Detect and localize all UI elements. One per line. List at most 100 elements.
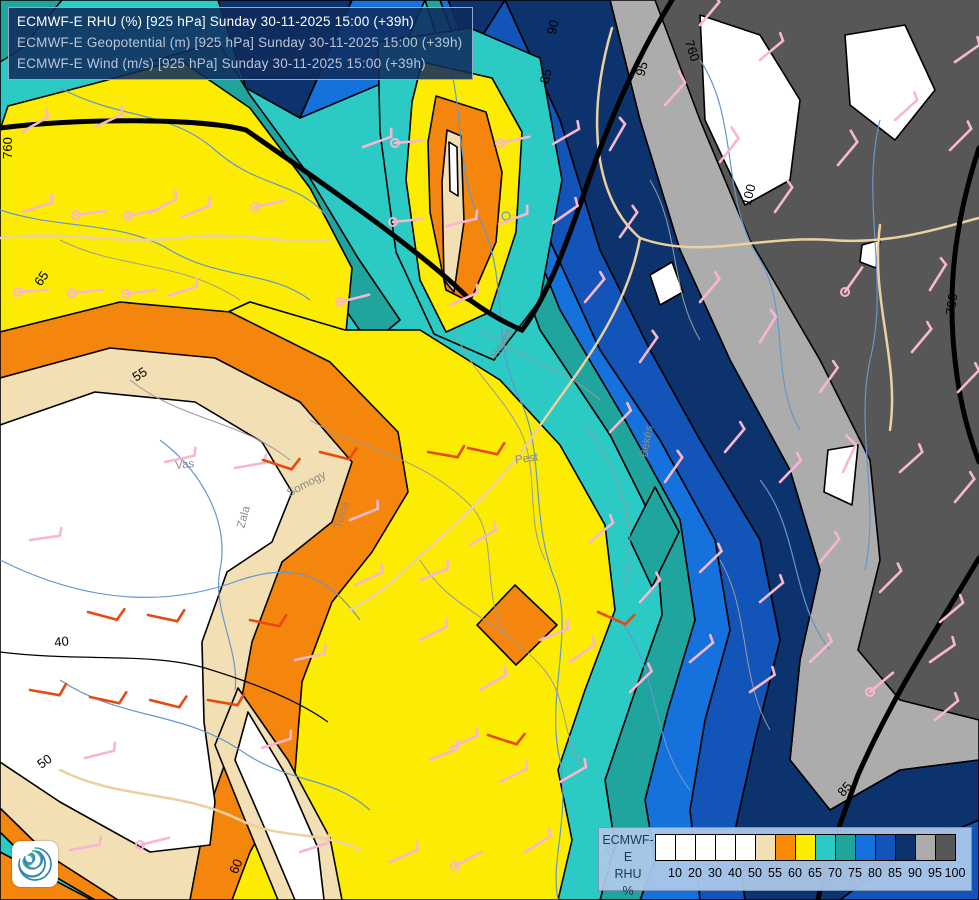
legend-tick-label: 80 (868, 866, 882, 880)
wind-barb-stem (688, 641, 715, 664)
wind-barb-calm-circle (71, 210, 81, 220)
wind-barb (361, 127, 393, 149)
wind-barb-stem (146, 613, 179, 623)
wind-barb-stem (948, 127, 973, 152)
wind-barb-tick (176, 608, 186, 623)
wind-barb-tick (290, 457, 301, 471)
rh-region-dry-lens-sliver (448, 141, 459, 197)
wind-barb-stem (773, 186, 794, 214)
wind-barb-stem (426, 450, 459, 459)
wind-barb-tick (624, 613, 636, 626)
wind-barb-stem (663, 456, 684, 484)
wind-barb-tick (444, 617, 449, 629)
wind-barb-tick (174, 189, 178, 201)
wind-barb (318, 447, 358, 461)
rh-region-over100-hole-2 (844, 24, 936, 141)
region-label-Pest: Pest (514, 451, 539, 466)
legend-tick-label: 95 (928, 866, 942, 880)
wind-barb-stem (836, 140, 859, 167)
wind-barb (723, 420, 746, 454)
legend-tick-label: 65 (808, 866, 822, 880)
contour-label-60: 60 (226, 857, 245, 876)
wind-barb-stem (497, 212, 529, 226)
wind-barb-stem (253, 199, 286, 209)
wind-barb-stem (70, 288, 104, 295)
geopotential-760-trough (0, 0, 675, 334)
wind-barb-stem (68, 843, 101, 852)
wind-barb-stem (878, 569, 903, 594)
wind-barb-tick (831, 359, 839, 370)
wind-barb-tick (631, 204, 639, 214)
wind-barb-tick (647, 662, 653, 673)
wind-barb (495, 135, 531, 148)
wind-barb (163, 446, 197, 464)
region-label-Vas: Vas (175, 458, 195, 472)
wind-barb (121, 288, 158, 299)
wind-barb-tick (833, 530, 841, 541)
wind-barb-calm-circle (450, 861, 460, 871)
wind-barb-calm-circle (121, 289, 131, 299)
wind-barb-stem (293, 652, 326, 662)
wind-barb-stem (418, 567, 450, 582)
wind-barb (928, 635, 956, 664)
wind-barb (748, 665, 776, 694)
wind-barb (588, 513, 615, 544)
wind-barb-tick (456, 444, 466, 459)
legend-cell-60 (775, 834, 796, 861)
wind-barb (67, 288, 104, 298)
wind-barb (180, 196, 212, 219)
wind-barb (583, 270, 606, 304)
legend-cell-55 (755, 834, 776, 861)
wind-barb-tick (475, 283, 479, 295)
wind-barb-tick (796, 451, 803, 462)
wind-barb (123, 208, 159, 221)
wind-barb-tick (966, 120, 973, 131)
wind-barb (841, 434, 857, 474)
wind-barb (956, 361, 979, 394)
legend-tick-label: 30 (708, 866, 722, 880)
wind-barb-tick (626, 401, 633, 412)
wind-barb-tick (713, 270, 721, 281)
wind-barb (497, 204, 529, 226)
legend-cell-85 (875, 834, 896, 861)
legend-cell-20 (675, 834, 696, 861)
wind-barb (250, 199, 286, 212)
rivers (0, 27, 881, 900)
wind-barb-calm-circle (67, 288, 77, 298)
wind-barb-calm-circle (495, 138, 505, 148)
wind-barb (948, 120, 973, 152)
wind-barb-stem (953, 477, 976, 504)
wind-barb-calm-circle (388, 217, 398, 227)
wind-barb (88, 690, 128, 705)
wind-barb (418, 559, 450, 582)
wind-barb-stem (778, 459, 803, 484)
county-borders (59, 179, 771, 771)
wind-barb-tick (278, 613, 288, 628)
contour-label-65: 65 (31, 268, 52, 288)
wind-barb-stem (698, 0, 721, 27)
legend-cell-75 (835, 834, 856, 861)
wind-barb-tick (618, 116, 627, 126)
wind-barb-tick (953, 691, 960, 703)
wind-barb-tick (98, 835, 103, 847)
wind-barb (808, 632, 833, 664)
legend-cell-95 (915, 834, 936, 861)
wind-barb (663, 449, 684, 484)
wind-barb-stem (933, 699, 960, 722)
wind-barb-stem (638, 336, 659, 364)
title-line-wind: ECMWF-E Wind (m/s) [925 hPa] Sunday 30-1… (17, 56, 426, 71)
wind-barb-stem (448, 734, 479, 750)
wind-barb-stem (418, 625, 449, 642)
wind-barb-tick (849, 129, 859, 144)
wind-barb-tick (547, 826, 552, 838)
legend-cell-70 (815, 834, 836, 861)
wind-barb (418, 617, 449, 642)
wind-barb-stem (361, 135, 393, 149)
wind-barb-stem (608, 122, 627, 152)
wind-barb (718, 126, 740, 164)
wind-barb (28, 526, 63, 542)
wind-barb-tick (917, 443, 924, 454)
legend-title-model: ECMWF-E (602, 833, 654, 864)
wind-barb (928, 256, 948, 292)
